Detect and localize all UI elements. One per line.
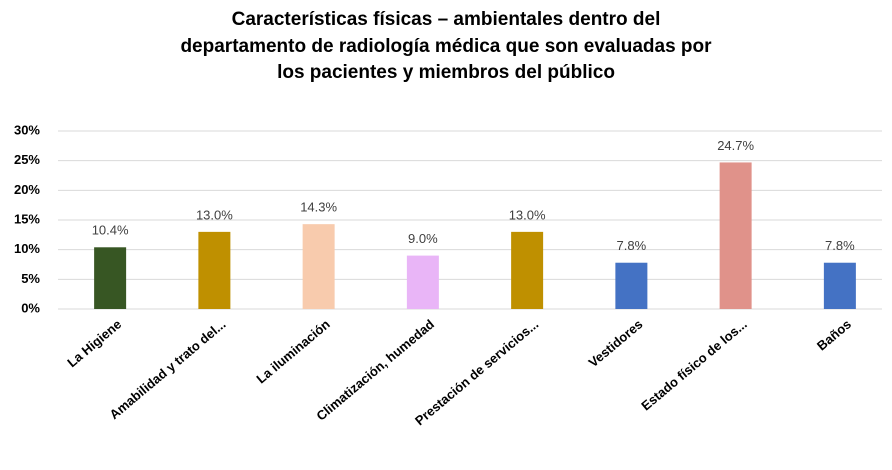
data-label: 13.0% <box>196 207 233 222</box>
x-tick-label: Climatización, humedad <box>313 316 437 423</box>
bar <box>615 262 648 309</box>
bar <box>511 231 544 309</box>
chart-title: Características físicas – ambientales de… <box>232 9 661 30</box>
y-tick-label: 20% <box>14 182 40 197</box>
x-tick-label: Baños <box>814 316 854 353</box>
bar <box>198 231 231 309</box>
data-label: 14.3% <box>300 200 337 215</box>
bar <box>823 262 856 309</box>
bar <box>406 255 439 309</box>
chart-title: departamento de radiología médica que so… <box>180 36 712 57</box>
bar <box>302 224 335 309</box>
data-label: 10.4% <box>92 223 129 238</box>
x-tick-label: La iluminación <box>253 316 332 386</box>
y-tick-label: 5% <box>21 271 40 286</box>
x-tick-label: Prestación de servicios... <box>412 316 541 428</box>
y-tick-label: 30% <box>14 122 40 137</box>
data-label: 24.7% <box>717 138 754 153</box>
y-tick-label: 25% <box>14 152 40 167</box>
data-label: 7.8% <box>825 238 855 253</box>
data-label: 13.0% <box>509 207 546 222</box>
x-tick-label: Vestidores <box>585 316 645 370</box>
y-tick-label: 15% <box>14 211 40 226</box>
data-label: 7.8% <box>617 238 647 253</box>
x-tick-label: Estado físico de los... <box>638 316 749 413</box>
y-tick-label: 10% <box>14 241 40 256</box>
bar <box>94 247 127 309</box>
data-label: 9.0% <box>408 231 438 246</box>
x-tick-label: La Higiene <box>64 316 124 370</box>
y-tick-label: 0% <box>21 300 40 315</box>
chart-title: los pacientes y miembros del público <box>277 62 615 83</box>
bar <box>719 162 752 309</box>
x-tick-label: Amabilidad y trato del... <box>107 316 229 422</box>
